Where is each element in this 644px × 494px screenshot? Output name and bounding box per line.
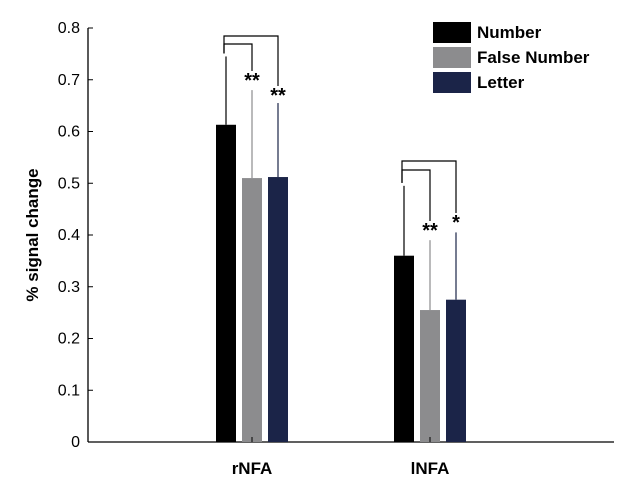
legend-label: Letter (477, 73, 525, 92)
y-tick-label: 0.4 (58, 227, 80, 244)
bar (268, 177, 288, 443)
y-tick-label: 0.1 (58, 382, 80, 399)
bars (216, 124, 466, 443)
y-tick-label: 0.3 (58, 279, 80, 296)
legend-swatch (433, 72, 471, 93)
y-axis-label: % signal change (23, 168, 42, 301)
legend: Number False Number Letter (433, 22, 590, 93)
significance-marker: ** (244, 70, 260, 92)
bar (216, 124, 236, 443)
significance-brackets: ****** * (223, 35, 460, 242)
legend-swatch (433, 47, 471, 68)
bar (446, 299, 466, 442)
y-tick-label: 0 (71, 434, 80, 451)
bar (394, 255, 414, 442)
legend-label: Number (477, 23, 542, 42)
significance-bracket (401, 169, 431, 221)
y-tick-label: 0.8 (58, 20, 80, 37)
legend-swatch (433, 22, 471, 43)
significance-bracket (223, 35, 279, 86)
significance-marker: * (452, 212, 460, 234)
significance-marker: ** (422, 220, 438, 242)
legend-label: False Number (477, 48, 590, 67)
category-label: lNFA (411, 459, 450, 478)
significance-bracket (401, 160, 457, 213)
error-bars (225, 56, 457, 311)
bar (242, 178, 262, 442)
y-axis-ticks: 0 0.1 0.2 0.3 0.4 0.5 0.6 0.7 0.8 (58, 20, 93, 451)
y-tick-label: 0.6 (58, 124, 80, 141)
bar (420, 310, 440, 442)
significance-bracket (223, 43, 253, 71)
category-label: rNFA (232, 459, 273, 478)
category-labels: rNFA lNFA (232, 437, 450, 478)
y-tick-label: 0.7 (58, 72, 80, 89)
y-tick-label: 0.5 (58, 175, 80, 192)
significance-marker: ** (270, 85, 286, 107)
y-tick-label: 0.2 (58, 331, 80, 348)
